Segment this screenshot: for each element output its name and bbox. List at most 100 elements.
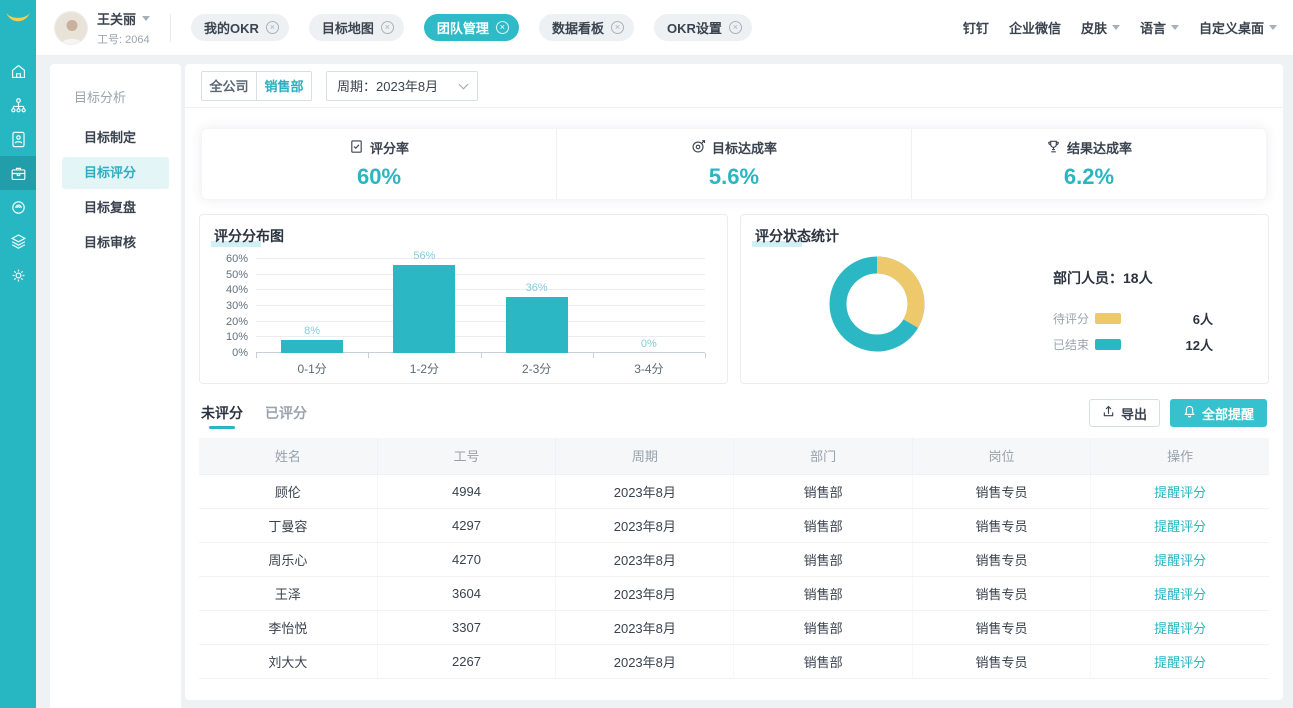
menu-wecom[interactable]: 企业微信 <box>1009 18 1061 37</box>
tab-okr-settings[interactable]: OKR设置 × <box>653 14 752 41</box>
table-cell: 刘大大 <box>199 644 378 679</box>
bar-2-3分[interactable] <box>505 296 568 353</box>
gridline <box>256 258 705 259</box>
score-table: 姓名 工号 周期 部门 岗位 操作 顾伦 4994 2023年8月 销售部 销售专员 提醒评分 丁曼容… <box>199 438 1269 679</box>
sidebar-item-goal-audit[interactable]: 目标审核 <box>84 235 137 250</box>
table-cell: 2023年8月 <box>555 644 735 679</box>
tab-team-management[interactable]: 团队管理 × <box>423 14 519 41</box>
y-tick-label: 10% <box>225 331 248 344</box>
menu-language[interactable]: 语言 <box>1140 18 1179 37</box>
avatar[interactable] <box>54 10 88 45</box>
score-tabs: 未评分 已评分 <box>201 403 307 423</box>
period-select[interactable]: 周期：2023年8月 <box>326 70 478 101</box>
donut-chart <box>829 256 925 352</box>
sidebar-item-goal-review[interactable]: 目标复盘 <box>84 200 137 215</box>
rail-item-home[interactable] <box>0 54 36 88</box>
remind-all-button[interactable]: 全部提醒 <box>1169 399 1267 427</box>
close-icon[interactable]: × <box>495 21 509 34</box>
table-cell: 3307 <box>377 610 557 645</box>
sidebar-item-goal-scoring[interactable]: 目标评分 <box>62 157 169 189</box>
legend-label: 待评分 <box>1053 312 1090 326</box>
chevron-down-icon[interactable] <box>142 15 151 21</box>
table-row: 丁曼容 4297 2023年8月 销售部 销售专员 提醒评分 <box>199 508 1269 543</box>
sidebar-item-goal-setting[interactable]: 目标制定 <box>84 130 137 145</box>
menu-dingtalk[interactable]: 钉钉 <box>963 18 989 37</box>
rail-item-document-user[interactable] <box>0 122 36 156</box>
rail-item-layers[interactable] <box>0 224 36 258</box>
tab-label: OKR设置 <box>666 21 722 36</box>
brand-logo[interactable] <box>0 0 36 42</box>
x-tick-label: 2-3分 <box>521 362 552 376</box>
close-icon[interactable]: × <box>380 21 394 34</box>
bar-1-2分[interactable] <box>393 265 456 353</box>
remind-score-link[interactable]: 提醒评分 <box>1154 484 1207 500</box>
remind-score-link[interactable]: 提醒评分 <box>1154 620 1207 636</box>
remind-score-link[interactable]: 提醒评分 <box>1154 586 1207 602</box>
menu-label: 企业微信 <box>1008 21 1061 36</box>
stat-value: 5.6% <box>708 164 760 189</box>
x-tick-label: 1-2分 <box>409 362 440 376</box>
table-cell: 2023年8月 <box>555 610 735 645</box>
rail-item-gear[interactable] <box>0 258 36 292</box>
axis-tick <box>705 353 706 358</box>
table-cell: 销售部 <box>733 644 913 679</box>
legend-count: 6人 <box>1192 312 1213 327</box>
rail-item-fingerprint[interactable] <box>0 190 36 224</box>
stat-label: 目标达成率 <box>711 141 777 156</box>
chevron-down-icon <box>1170 25 1179 30</box>
total-value: 18人 <box>1123 270 1153 286</box>
tab-scored[interactable]: 已评分 <box>265 405 307 421</box>
stats-panel: 评分率 60% 目标达成率 5.6% 结果达成率 6.2% <box>201 128 1267 200</box>
axis-tick <box>368 353 370 358</box>
y-tick-label: 30% <box>225 300 248 312</box>
column-header: 周期 <box>555 438 735 475</box>
gear-icon <box>9 266 28 285</box>
table-cell: 周乐心 <box>199 542 378 577</box>
tab-label: 数据看板 <box>551 21 604 36</box>
close-icon[interactable]: × <box>265 21 279 34</box>
filter-bar: 全公司 销售部 周期：2023年8月 <box>185 64 1283 108</box>
menu-skin[interactable]: 皮肤 <box>1081 18 1120 37</box>
tab-my-okr[interactable]: 我的OKR × <box>191 14 289 41</box>
bar-value-label: 0% <box>640 338 657 350</box>
workspace-tabs: 我的OKR × 目标地图 × 团队管理 × 数据看板 × OKR设置 × <box>191 14 752 41</box>
y-tick-label: 0% <box>232 347 248 359</box>
donut-chart-area: 部门人员：18人 待评分 6人 已结束 12人 <box>755 246 1254 376</box>
rail-item-briefcase[interactable] <box>0 156 36 190</box>
table-cell: 提醒评分 <box>1090 542 1269 577</box>
table-cell: 2023年8月 <box>555 542 735 577</box>
period-value: 周期：2023年8月 <box>337 79 439 94</box>
scope-sales-dept[interactable]: 销售部 <box>256 70 312 101</box>
content-area: 目标分析 目标制定 目标评分 目标复盘 目标审核 全公司 销售部 周期：2023年8月 … <box>36 56 1293 708</box>
gridline <box>256 289 705 291</box>
chevron-down-icon <box>1269 25 1277 30</box>
user-meta: 王关丽 工号: 2064 <box>97 9 151 47</box>
divider <box>170 13 172 42</box>
tab-goal-map[interactable]: 目标地图 × <box>308 14 404 41</box>
close-icon[interactable]: × <box>610 21 624 34</box>
stat-header: 目标达成率 <box>691 138 777 157</box>
export-button[interactable]: 导出 <box>1088 399 1160 427</box>
rail-item-org-chart[interactable] <box>0 88 36 122</box>
sidebar-section-title: 目标分析 <box>74 90 127 105</box>
table-row: 周乐心 4270 2023年8月 销售部 销售专员 提醒评分 <box>199 542 1269 577</box>
gridline <box>256 352 705 353</box>
menu-label: 皮肤 <box>1080 21 1107 36</box>
gridline <box>256 320 705 322</box>
export-label: 导出 <box>1120 406 1147 422</box>
user-info[interactable]: 王关丽 工号: 2064 <box>54 9 151 47</box>
bar-0-1分[interactable] <box>281 340 344 353</box>
scope-company[interactable]: 全公司 <box>201 70 257 101</box>
tab-unscored[interactable]: 未评分 <box>201 405 243 421</box>
table-cell: 2023年8月 <box>555 508 735 543</box>
legend-item-pending: 待评分 6人 <box>1053 309 1213 328</box>
remind-score-link[interactable]: 提醒评分 <box>1154 552 1207 568</box>
close-icon[interactable]: × <box>728 21 742 34</box>
remind-score-link[interactable]: 提醒评分 <box>1154 518 1207 534</box>
tab-data-dashboard[interactable]: 数据看板 × <box>538 14 634 41</box>
menu-custom-desktop[interactable]: 自定义桌面 <box>1199 18 1277 37</box>
bar-value-label: 56% <box>413 250 436 263</box>
remind-score-link[interactable]: 提醒评分 <box>1154 654 1207 670</box>
column-header: 工号 <box>377 438 557 475</box>
